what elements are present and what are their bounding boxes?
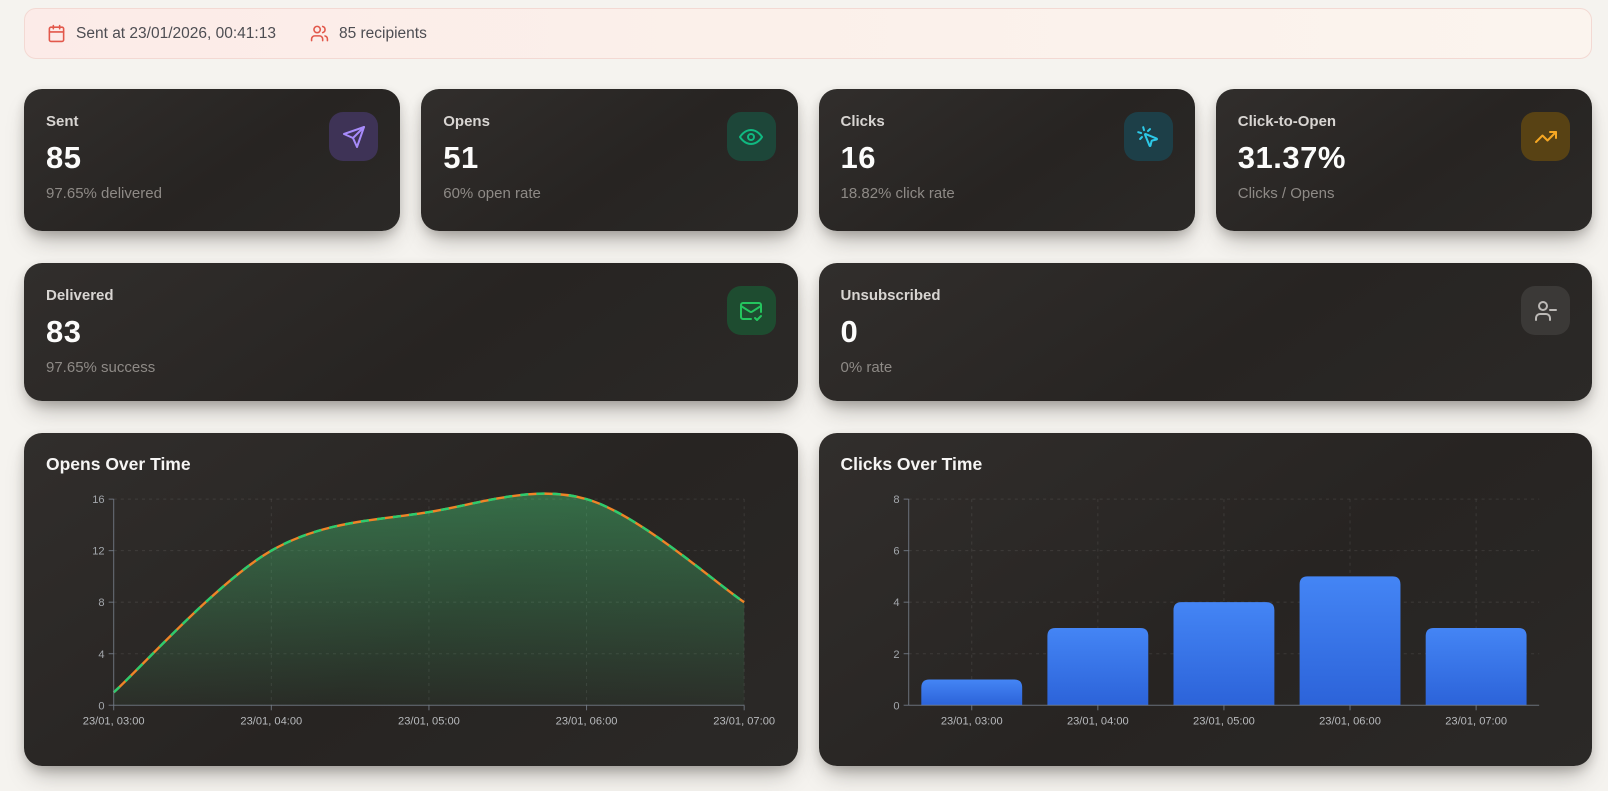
stat-card-click-to-open: Click-to-Open 31.37% Clicks / Opens bbox=[1215, 89, 1592, 231]
svg-text:23/01, 04:00: 23/01, 04:00 bbox=[1066, 715, 1128, 727]
stat-card-opens: Opens 51 60% open rate bbox=[421, 89, 798, 231]
stat-value: 31.37% bbox=[1237, 140, 1346, 175]
stat-value: 83 bbox=[46, 314, 82, 349]
stat-card-unsubscribed: Unsubscribed 0 0% rate bbox=[818, 263, 1592, 401]
stat-card-clicks: Clicks 16 18.82% click rate bbox=[818, 89, 1195, 231]
calendar-icon bbox=[48, 24, 65, 43]
stats-grid: Sent 85 97.65% delivered Opens 51 60% op… bbox=[24, 89, 1592, 766]
stat-card-sent: Sent 85 97.65% delivered bbox=[24, 89, 401, 231]
stat-subtext: Clicks / Opens bbox=[1237, 184, 1335, 202]
svg-text:2: 2 bbox=[893, 649, 899, 661]
stat-subtext: 18.82% click rate bbox=[840, 184, 955, 202]
mouse-pointer-click-icon bbox=[1123, 112, 1173, 161]
clicks-chart-card: Clicks Over Time 0 2 4 6 8 23/01, 03:00 23/01,… bbox=[818, 433, 1592, 766]
stat-label: Sent bbox=[46, 113, 79, 130]
clicks-over-time-chart[interactable]: 0 2 4 6 8 23/01, 03:00 23/01, 04:00 23/01, 05:0… bbox=[841, 487, 1571, 740]
trending-up-icon bbox=[1521, 112, 1570, 161]
sent-at-group: Sent at 23/01/2026, 00:41:13 bbox=[47, 24, 276, 43]
svg-text:23/01, 06:00: 23/01, 06:00 bbox=[556, 715, 618, 727]
chart-title-clicks: Clicks Over Time bbox=[840, 454, 983, 474]
stat-value: 16 bbox=[840, 140, 876, 175]
recipients-text: 85 recipients bbox=[338, 24, 427, 42]
send-icon bbox=[329, 112, 379, 161]
stat-label: Click-to-Open bbox=[1237, 113, 1337, 130]
svg-text:0: 0 bbox=[893, 700, 899, 712]
svg-text:4: 4 bbox=[893, 597, 899, 609]
send-summary-banner: Sent at 23/01/2026, 00:41:13 85 recipien… bbox=[24, 8, 1592, 59]
stat-label: Clicks bbox=[840, 113, 885, 130]
stat-value: 85 bbox=[46, 140, 82, 175]
svg-text:23/01, 05:00: 23/01, 05:00 bbox=[1193, 715, 1255, 727]
svg-text:8: 8 bbox=[893, 494, 899, 506]
svg-text:23/01, 07:00: 23/01, 07:00 bbox=[713, 715, 775, 727]
stat-subtext: 97.65% success bbox=[46, 358, 156, 376]
svg-text:23/01, 04:00: 23/01, 04:00 bbox=[240, 715, 302, 727]
svg-text:6: 6 bbox=[893, 546, 899, 558]
stat-subtext: 97.65% delivered bbox=[46, 184, 162, 202]
mail-check-icon bbox=[726, 286, 776, 335]
recipients-group: 85 recipients bbox=[310, 24, 427, 43]
svg-text:12: 12 bbox=[92, 546, 104, 558]
eye-icon bbox=[726, 112, 776, 161]
stat-value: 0 bbox=[840, 314, 859, 349]
stat-subtext: 60% open rate bbox=[443, 184, 541, 202]
stat-label: Unsubscribed bbox=[840, 287, 941, 304]
svg-text:23/01, 03:00: 23/01, 03:00 bbox=[940, 715, 1002, 727]
stat-label: Opens bbox=[443, 113, 490, 130]
opens-over-time-chart[interactable]: 0 4 8 12 16 23/01, 03:00 23/01, 04:00 23/01, 05… bbox=[46, 487, 776, 740]
svg-text:0: 0 bbox=[98, 700, 104, 712]
stat-subtext: 0% rate bbox=[840, 358, 893, 376]
svg-text:8: 8 bbox=[98, 597, 104, 609]
chart-title-opens: Opens Over Time bbox=[46, 454, 191, 474]
svg-text:23/01, 07:00: 23/01, 07:00 bbox=[1445, 715, 1507, 727]
stat-card-delivered: Delivered 83 97.65% success bbox=[24, 263, 798, 401]
sent-at-text: Sent at 23/01/2026, 00:41:13 bbox=[76, 24, 276, 42]
svg-text:23/01, 03:00: 23/01, 03:00 bbox=[83, 715, 145, 727]
svg-text:16: 16 bbox=[92, 494, 104, 506]
svg-text:23/01, 06:00: 23/01, 06:00 bbox=[1319, 715, 1381, 727]
opens-chart-card: Opens Over Time 0 4 8 12 16 23/01, 03:00 23/01… bbox=[24, 433, 798, 766]
stat-label: Delivered bbox=[46, 287, 114, 304]
svg-text:23/01, 05:00: 23/01, 05:00 bbox=[398, 715, 460, 727]
users-icon bbox=[310, 25, 329, 42]
stat-value: 51 bbox=[443, 140, 479, 175]
user-minus-icon bbox=[1521, 286, 1570, 335]
svg-text:4: 4 bbox=[98, 649, 104, 661]
